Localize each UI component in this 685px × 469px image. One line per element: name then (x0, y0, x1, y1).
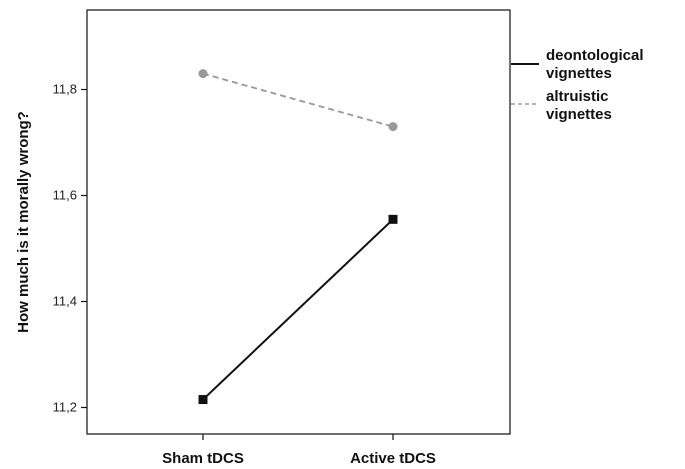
data-point (198, 69, 208, 79)
y-axis: 11,2 11,4 11,6 11,8 (53, 82, 87, 415)
data-point (388, 214, 398, 224)
y-tick-label: 11,6 (53, 188, 77, 203)
x-axis: Sham tDCS Active tDCS (162, 434, 436, 467)
series-line (202, 72, 394, 128)
legend-label: vignettes (546, 65, 612, 82)
legend: deontologicalvignettesaltruisticvignette… (511, 47, 644, 123)
y-axis-title: How much is it morally wrong? (15, 111, 32, 333)
y-tick-label: 11,8 (53, 82, 77, 97)
y-tick-label: 11,4 (53, 294, 77, 309)
series-line (202, 218, 394, 401)
x-tick-label: Active tDCS (350, 450, 436, 467)
legend-label: deontological (546, 47, 644, 64)
data-point (388, 122, 398, 132)
legend-label: altruistic (546, 88, 609, 105)
x-tick-label: Sham tDCS (162, 450, 244, 467)
series-1 (198, 69, 398, 132)
legend-label: vignettes (546, 106, 612, 123)
series-layer (198, 69, 398, 405)
plot-frame (86, 9, 511, 435)
data-point (198, 395, 208, 405)
series-0 (198, 214, 398, 405)
y-tick-label: 11,2 (53, 400, 77, 415)
